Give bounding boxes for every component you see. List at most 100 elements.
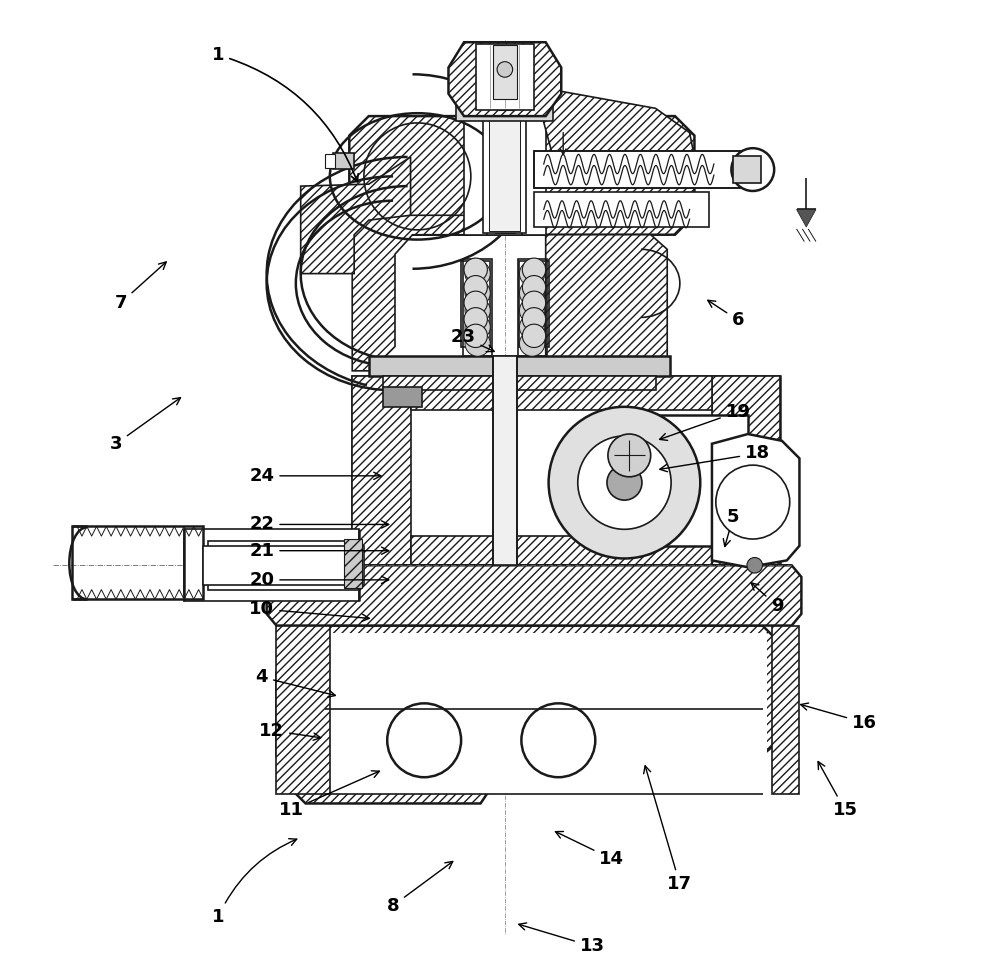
Bar: [411, 375, 712, 410]
Text: 24: 24: [249, 467, 381, 485]
Bar: [733, 156, 761, 183]
Circle shape: [519, 281, 545, 306]
Text: 11: 11: [278, 771, 379, 819]
Polygon shape: [546, 235, 667, 372]
Circle shape: [608, 434, 651, 477]
Polygon shape: [349, 116, 694, 235]
Bar: [534, 192, 709, 227]
Circle shape: [522, 308, 546, 331]
Bar: [208, 541, 359, 590]
Circle shape: [464, 258, 487, 282]
Circle shape: [464, 292, 487, 315]
Polygon shape: [276, 626, 792, 803]
Text: 19: 19: [660, 403, 751, 441]
Bar: [464, 116, 546, 235]
Bar: [487, 98, 522, 235]
Circle shape: [497, 61, 513, 77]
Circle shape: [522, 292, 546, 315]
Bar: [461, 261, 490, 346]
Circle shape: [519, 331, 545, 356]
Bar: [203, 546, 364, 585]
Text: 22: 22: [249, 516, 389, 533]
Polygon shape: [301, 157, 411, 274]
Bar: [411, 536, 712, 565]
Circle shape: [465, 315, 490, 339]
Circle shape: [465, 298, 490, 323]
Circle shape: [549, 407, 700, 559]
Bar: [476, 44, 534, 110]
Bar: [369, 356, 670, 375]
Bar: [352, 375, 411, 566]
Polygon shape: [797, 210, 816, 227]
Bar: [352, 375, 780, 566]
Text: 12: 12: [259, 722, 321, 740]
Circle shape: [578, 436, 671, 529]
Circle shape: [747, 558, 763, 573]
Circle shape: [465, 331, 490, 356]
Bar: [383, 375, 656, 390]
Bar: [276, 626, 330, 794]
Bar: [72, 526, 203, 600]
Bar: [463, 259, 492, 356]
Bar: [184, 529, 359, 602]
Bar: [481, 52, 529, 105]
Text: 18: 18: [660, 445, 770, 472]
Bar: [712, 375, 780, 566]
Text: 3: 3: [110, 398, 181, 452]
Text: 10: 10: [249, 600, 369, 621]
Circle shape: [387, 703, 461, 777]
Circle shape: [522, 258, 546, 282]
Bar: [493, 45, 517, 98]
Bar: [344, 539, 362, 588]
Text: 23: 23: [451, 328, 494, 352]
Text: 20: 20: [249, 570, 389, 589]
Bar: [534, 151, 748, 188]
Bar: [456, 101, 553, 121]
Text: 7: 7: [115, 262, 166, 312]
Circle shape: [464, 324, 487, 347]
Circle shape: [522, 324, 546, 347]
Bar: [325, 634, 767, 794]
Text: 1: 1: [212, 46, 358, 181]
Text: 8: 8: [387, 862, 453, 915]
Text: 21: 21: [249, 542, 389, 560]
Circle shape: [519, 261, 545, 287]
Bar: [464, 116, 546, 235]
Circle shape: [519, 298, 545, 323]
Circle shape: [731, 148, 774, 191]
Text: 16: 16: [801, 703, 877, 732]
Bar: [597, 414, 748, 546]
Circle shape: [716, 465, 790, 539]
Bar: [325, 154, 335, 168]
Bar: [518, 259, 547, 356]
Bar: [495, 98, 515, 233]
Polygon shape: [451, 43, 558, 115]
Text: 17: 17: [644, 765, 692, 893]
Text: 15: 15: [818, 761, 858, 819]
Polygon shape: [448, 42, 561, 116]
Polygon shape: [352, 215, 468, 370]
Text: 5: 5: [723, 508, 740, 547]
Bar: [184, 539, 354, 592]
Circle shape: [521, 703, 595, 777]
Bar: [493, 356, 517, 566]
Bar: [772, 626, 799, 794]
Polygon shape: [542, 91, 694, 176]
Bar: [483, 116, 526, 233]
Text: 6: 6: [708, 300, 744, 330]
Circle shape: [464, 308, 487, 331]
Text: 4: 4: [256, 668, 335, 697]
Text: 1: 1: [212, 838, 297, 926]
Bar: [471, 94, 539, 101]
Bar: [383, 387, 422, 407]
Bar: [497, 47, 513, 110]
Circle shape: [465, 261, 490, 287]
Bar: [519, 261, 549, 346]
Circle shape: [607, 465, 642, 500]
Text: 9: 9: [751, 583, 783, 615]
Text: 13: 13: [519, 923, 605, 956]
Bar: [534, 151, 748, 188]
Polygon shape: [267, 566, 801, 626]
Circle shape: [519, 315, 545, 339]
Bar: [489, 116, 520, 231]
